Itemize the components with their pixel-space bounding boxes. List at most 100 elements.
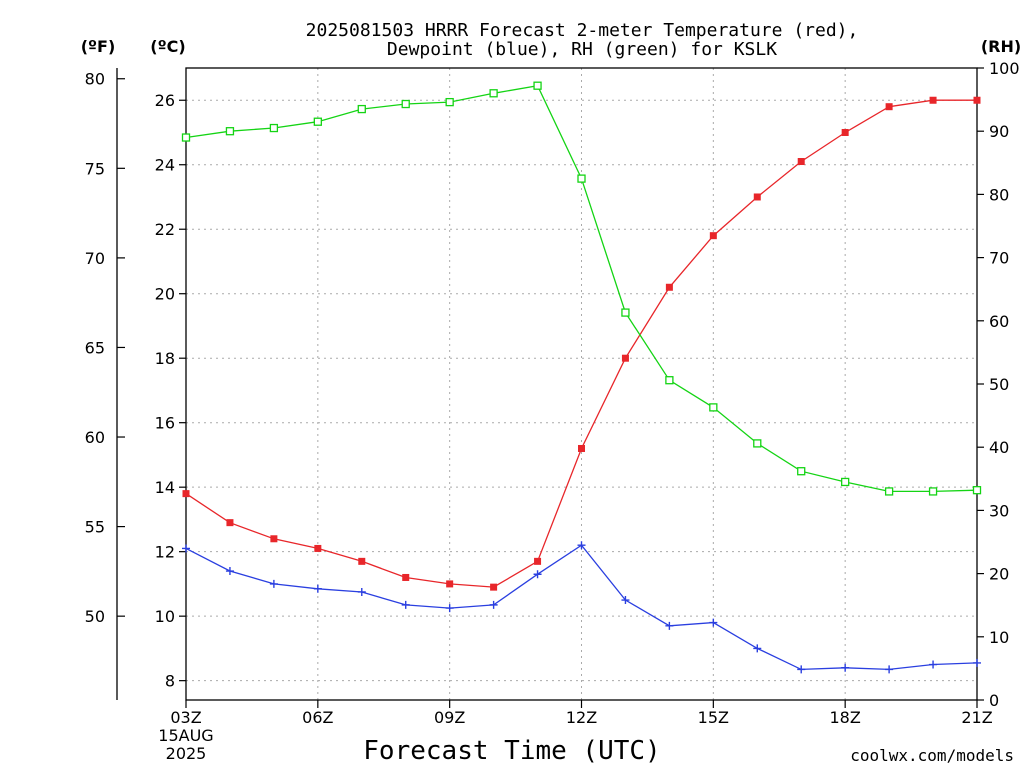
- dewpoint-point: [709, 618, 718, 627]
- dewpoint-point: [621, 596, 630, 605]
- celsius-tick-label: 10: [155, 607, 175, 626]
- rh-point: [313, 117, 322, 126]
- celsius-tick-label: 16: [155, 414, 175, 433]
- temperature-point: [578, 444, 585, 452]
- dewpoint-point: [929, 660, 938, 669]
- rh-tick-label: 100: [989, 59, 1020, 78]
- dewpoint-point: [533, 570, 542, 579]
- celsius-tick-label: 24: [155, 156, 175, 175]
- date-label-year: 2025: [166, 744, 207, 763]
- rh-tick-label: 70: [989, 249, 1009, 268]
- dewpoint-point: [225, 567, 234, 576]
- rh-point: [709, 403, 718, 412]
- temperature-point: [753, 193, 761, 201]
- rh-tick-label: 10: [989, 628, 1009, 647]
- rh-tick-label: 50: [989, 375, 1009, 394]
- rh-point: [533, 81, 542, 90]
- temperature-point: [665, 283, 673, 291]
- rh-tick-label: 60: [989, 312, 1009, 331]
- temperature-point: [885, 103, 893, 111]
- celsius-tick-label: 26: [155, 91, 175, 110]
- chart-title-line1: 2025081503 HRRR Forecast 2-meter Tempera…: [306, 20, 859, 41]
- dewpoint-point: [841, 663, 850, 672]
- x-tick-label: 12Z: [566, 708, 597, 727]
- temperature-point: [182, 490, 190, 498]
- rh-tick-label: 30: [989, 501, 1009, 520]
- dewpoint-point: [182, 544, 190, 553]
- celsius-tick-label: 20: [155, 285, 175, 304]
- dewpoint-point: [445, 604, 454, 613]
- grid-lines: [186, 68, 977, 700]
- dewpoint-point: [885, 665, 894, 674]
- temperature-point: [490, 583, 498, 591]
- rh-point: [225, 127, 235, 136]
- dewpoint-point: [577, 541, 586, 550]
- celsius-tick-label: 18: [155, 349, 175, 368]
- rh-point: [621, 308, 630, 317]
- rh-tick-label: 90: [989, 122, 1009, 141]
- rh-tick-label: 80: [989, 185, 1009, 204]
- rh-point: [401, 99, 410, 109]
- fahrenheit-tick-label: 70: [85, 249, 105, 268]
- temperature-point: [402, 573, 410, 581]
- x-axis-label: Forecast Time (UTC): [363, 736, 660, 766]
- fahrenheit-tick-label: 60: [85, 428, 105, 447]
- data-series: [181, 81, 982, 674]
- dewpoint-point: [401, 600, 410, 609]
- dewpoint-point: [665, 621, 674, 630]
- fahrenheit-tick-label: 80: [85, 70, 105, 89]
- x-tick-label: 18Z: [830, 708, 861, 727]
- fahrenheit-tick-label: 65: [85, 338, 105, 357]
- celsius-unit-label: (ºC): [150, 37, 185, 56]
- temperature-point: [446, 580, 454, 588]
- temperature-point: [270, 535, 278, 543]
- dewpoint-point: [313, 584, 322, 593]
- dewpoint-point: [269, 579, 278, 588]
- watermark-text: coolwx.com/models: [850, 746, 1014, 765]
- temperature-point: [621, 354, 629, 362]
- rh-point: [577, 174, 586, 183]
- fahrenheit-tick-label: 50: [85, 607, 105, 626]
- rh-unit-label: (RH): [981, 37, 1021, 56]
- rh-point: [181, 133, 191, 142]
- temperature-point: [841, 128, 849, 136]
- temperature-line: [185, 99, 977, 588]
- rh-point: [269, 123, 279, 133]
- chart-title-line2: Dewpoint (blue), RH (green) for KSLK: [387, 39, 777, 60]
- x-tick-label: 03Z: [170, 708, 201, 727]
- temperature-point: [709, 232, 717, 240]
- temperature-point: [226, 519, 234, 527]
- dewpoint-point: [973, 658, 981, 667]
- rh-point: [445, 97, 454, 107]
- rh-point: [665, 376, 674, 385]
- x-tick-label: 15Z: [698, 708, 729, 727]
- x-tick-label: 06Z: [302, 708, 333, 727]
- rh-tick-label: 0: [989, 691, 999, 710]
- rh-point: [841, 477, 850, 487]
- plot-frame: [185, 67, 978, 701]
- fahrenheit-tick-label: 55: [85, 518, 105, 537]
- celsius-tick-label: 12: [155, 543, 175, 562]
- rh-point: [357, 104, 366, 114]
- x-tick-label: 21Z: [961, 708, 992, 727]
- dewpoint-point: [357, 587, 366, 596]
- rh-point: [884, 487, 894, 496]
- rh-point: [489, 89, 498, 98]
- rh-tick-label: 40: [989, 438, 1009, 457]
- temperature-point: [358, 557, 366, 565]
- celsius-tick-label: 22: [155, 220, 175, 239]
- temperature-point: [534, 557, 542, 565]
- date-label-day: 15AUG: [158, 726, 213, 745]
- rh-point: [753, 439, 762, 448]
- dewpoint-point: [797, 665, 806, 674]
- x-tick-label: 09Z: [434, 708, 465, 727]
- fahrenheit-tick-label: 75: [85, 159, 105, 178]
- rh-point: [797, 467, 806, 476]
- temperature-point: [973, 96, 981, 104]
- chart-axes: [116, 67, 984, 708]
- temperature-point: [314, 544, 322, 552]
- celsius-tick-label: 14: [155, 478, 175, 497]
- temperature-point: [929, 96, 937, 104]
- dewpoint-point: [753, 644, 762, 653]
